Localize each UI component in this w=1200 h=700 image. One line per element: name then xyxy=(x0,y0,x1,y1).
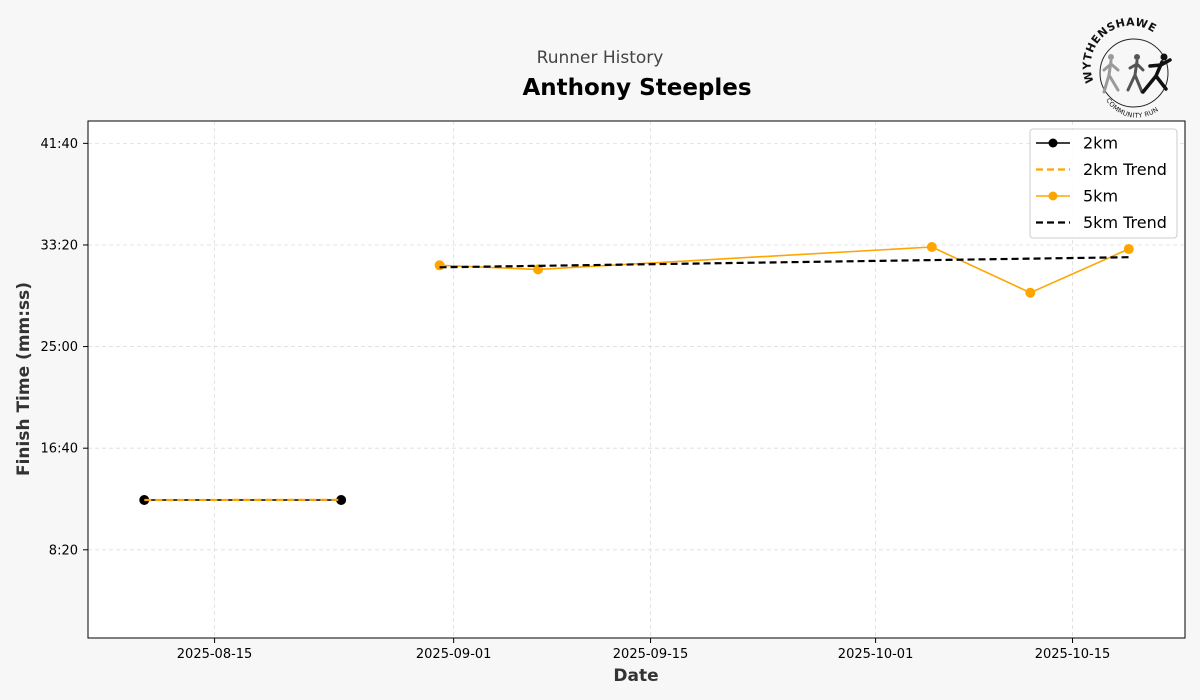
legend-item-2km: 2km xyxy=(1036,134,1118,153)
x-tick-label: 2025-09-01 xyxy=(416,647,492,662)
chart-title: Anthony Steeples xyxy=(522,75,751,101)
data-point-5km xyxy=(1123,244,1134,255)
data-point-5km xyxy=(434,260,445,271)
logo-text-top: WYTHENSHAWE xyxy=(1081,16,1159,85)
y-tick-label: 8:20 xyxy=(49,543,78,558)
data-point-5km xyxy=(533,264,544,275)
legend-label: 5km xyxy=(1083,187,1118,206)
plot-frame xyxy=(87,120,1186,639)
wythenshawe-community-run-logo: WYTHENSHAWE COMMUNITY RUN xyxy=(1081,16,1172,120)
y-tick-label: 16:40 xyxy=(41,442,78,457)
y-tick-label: 41:40 xyxy=(41,137,78,152)
series-layer xyxy=(139,241,1134,506)
grid-layer xyxy=(88,121,1185,638)
data-point-5km xyxy=(926,241,937,252)
logo-ring xyxy=(1099,38,1169,108)
legend-item-2km-trend: 2km Trend xyxy=(1036,160,1167,179)
legend-label: 2km xyxy=(1083,134,1118,153)
series-line-5km-trend xyxy=(439,256,1129,269)
chart-suptitle: Runner History xyxy=(537,48,664,68)
legend-item-5km: 5km xyxy=(1036,187,1118,206)
legend-label: 2km Trend xyxy=(1083,160,1167,179)
x-tick-label: 2025-09-15 xyxy=(613,647,689,662)
plot-area xyxy=(88,121,1185,638)
series-5km xyxy=(434,241,1134,298)
runner-silhouette-dark xyxy=(1126,54,1145,94)
runner-silhouette-grey xyxy=(1102,54,1120,94)
x-axis-label: Date xyxy=(613,666,658,686)
y-axis-label: Finish Time (mm:ss) xyxy=(14,282,34,476)
legend-box xyxy=(1029,128,1178,239)
data-point-5km xyxy=(1025,287,1036,298)
runner-silhouette-black xyxy=(1141,53,1172,94)
legend-marker-5km xyxy=(1048,191,1058,201)
legend-marker-2km xyxy=(1048,138,1058,148)
tick-layer: 2025-08-15 2025-09-01 2025-09-15 2025-10-01… xyxy=(41,137,1111,662)
series-5km-trend xyxy=(439,256,1129,269)
legend-label: 5km Trend xyxy=(1083,213,1167,232)
x-tick-label: 2025-10-15 xyxy=(1035,647,1111,662)
y-tick-label: 33:20 xyxy=(41,238,78,253)
legend-item-5km-trend: 5km Trend xyxy=(1036,213,1167,232)
x-tick-label: 2025-08-15 xyxy=(177,647,253,662)
legend: 2km 2km Trend 5km 5km Trend xyxy=(1029,128,1178,239)
x-tick-label: 2025-10-01 xyxy=(838,647,914,662)
y-tick-label: 25:00 xyxy=(41,340,78,355)
logo-text-bottom: COMMUNITY RUN xyxy=(1104,97,1160,120)
